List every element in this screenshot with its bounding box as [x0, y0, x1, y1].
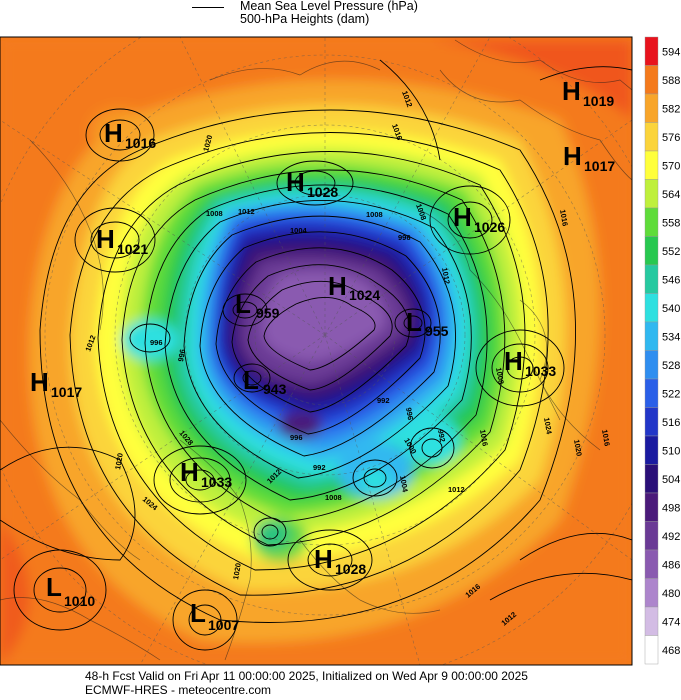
- colorbar-swatch: [645, 636, 658, 665]
- colorbar-swatch: [645, 322, 658, 351]
- isobar-label: 1008: [206, 209, 223, 218]
- svg-text:L: L: [243, 365, 259, 395]
- colorbar-label: 558: [662, 217, 680, 229]
- svg-text:1026: 1026: [474, 219, 505, 235]
- colorbar-swatch: [645, 123, 658, 152]
- svg-text:H: H: [96, 224, 115, 254]
- colorbar-label: 486: [662, 559, 680, 571]
- isobar-label: 1004: [290, 226, 308, 235]
- colorbar-swatch: [645, 351, 658, 380]
- colorbar-swatch: [645, 294, 658, 323]
- colorbar-label: 582: [662, 103, 680, 115]
- colorbar-swatch: [645, 379, 658, 408]
- isobar-label: 996: [150, 338, 163, 347]
- svg-text:1028: 1028: [307, 184, 338, 200]
- colorbar-swatch: [645, 436, 658, 465]
- svg-text:943: 943: [263, 381, 287, 397]
- colorbar-label: 474: [662, 616, 680, 628]
- colorbar-swatch: [645, 579, 658, 608]
- isobar-label: 996: [290, 433, 303, 442]
- svg-text:1033: 1033: [525, 363, 556, 379]
- isobar-label: 1008: [366, 210, 383, 219]
- svg-text:1016: 1016: [125, 135, 156, 151]
- colorbar-label: 576: [662, 132, 680, 144]
- footer: 48-h Fcst Valid on Fri Apr 11 00:00:00 2…: [85, 669, 645, 697]
- svg-text:1017: 1017: [584, 158, 615, 174]
- colorbar-label: 564: [662, 189, 680, 201]
- svg-text:L: L: [406, 307, 422, 337]
- colorbar-label: 546: [662, 274, 680, 286]
- colorbar-label: 588: [662, 75, 680, 87]
- colorbar-label: 540: [662, 303, 680, 315]
- colorbar-label: 522: [662, 388, 680, 400]
- colorbar-label: 480: [662, 588, 680, 600]
- colorbar-label: 510: [662, 445, 680, 457]
- svg-text:H: H: [453, 202, 472, 232]
- colorbar-swatch: [645, 408, 658, 437]
- colorbar-swatch: [645, 493, 658, 522]
- svg-text:1021: 1021: [117, 241, 148, 257]
- colorbar-swatch: [645, 607, 658, 636]
- svg-text:959: 959: [256, 305, 280, 321]
- colorbar-label: 504: [662, 474, 680, 486]
- svg-text:H: H: [328, 271, 347, 301]
- colorbar-label: 570: [662, 160, 680, 172]
- svg-text:H: H: [314, 544, 333, 574]
- svg-text:H: H: [563, 141, 582, 171]
- isobar-label: 996: [398, 233, 411, 242]
- svg-text:1024: 1024: [349, 287, 380, 303]
- colorbar-swatch: [645, 66, 658, 95]
- colorbar-swatch: [645, 208, 658, 237]
- svg-text:H: H: [104, 118, 123, 148]
- colorbar-label: 498: [662, 502, 680, 514]
- map-panel: 1012 1016 1020 1012 1008 1004 1008 996 1…: [0, 0, 675, 685]
- colorbar-label: 594: [662, 46, 680, 58]
- isobar-label: 1012: [238, 207, 255, 216]
- svg-text:L: L: [190, 598, 206, 628]
- isobar-label: 1008: [325, 493, 342, 502]
- colorbar-swatch: [645, 265, 658, 294]
- isobar-label: 992: [377, 396, 390, 405]
- svg-text:L: L: [235, 289, 251, 319]
- colorbar-label: 492: [662, 531, 680, 543]
- svg-text:1028: 1028: [335, 561, 366, 577]
- colorbar-label: 528: [662, 360, 680, 372]
- colorbar-swatch: [645, 522, 658, 551]
- colorbar-swatch: [645, 151, 658, 180]
- svg-text:H: H: [30, 367, 49, 397]
- svg-text:1010: 1010: [64, 593, 95, 609]
- svg-text:1033: 1033: [201, 474, 232, 490]
- svg-text:1017: 1017: [51, 384, 82, 400]
- colorbar: 594 588 582 576 570 564 558 552 546 540 534 528 522 5…: [645, 37, 680, 664]
- svg-text:H: H: [180, 457, 199, 487]
- colorbar-label: 534: [662, 331, 680, 343]
- svg-text:L: L: [46, 572, 62, 602]
- colorbar-swatch: [645, 37, 658, 66]
- svg-text:H: H: [286, 167, 305, 197]
- colorbar-label: 552: [662, 246, 680, 258]
- svg-text:H: H: [562, 76, 581, 106]
- colorbar-swatch: [645, 550, 658, 579]
- svg-text:955: 955: [425, 323, 449, 339]
- colorbar-swatch: [645, 237, 658, 266]
- valid-time-text: 48-h Fcst Valid on Fri Apr 11 00:00:00 2…: [85, 669, 645, 683]
- colorbar-label: 468: [662, 645, 680, 657]
- colorbar-swatch: [645, 94, 658, 123]
- isobar-label: 1012: [448, 485, 465, 494]
- colorbar-label: 516: [662, 417, 680, 429]
- source-credit: ECMWF-HRES - meteocentre.com: [85, 683, 645, 697]
- svg-text:1019: 1019: [583, 93, 614, 109]
- svg-text:H: H: [504, 346, 523, 376]
- isobar-label: 992: [313, 463, 326, 472]
- colorbar-swatch: [645, 180, 658, 209]
- svg-text:1007: 1007: [208, 617, 239, 633]
- colorbar-swatch: [645, 465, 658, 494]
